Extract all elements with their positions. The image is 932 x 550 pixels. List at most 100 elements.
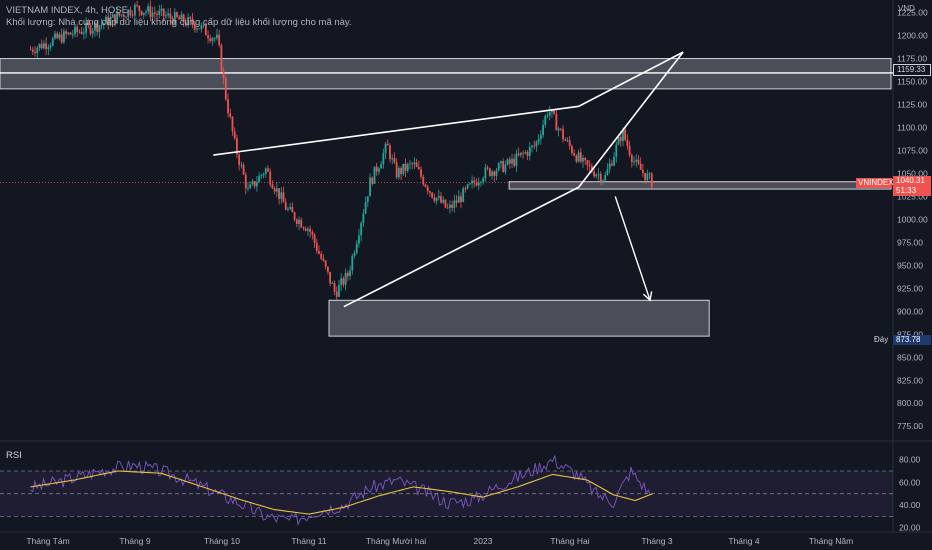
candle-body — [602, 180, 604, 182]
candle-body — [262, 173, 265, 175]
candle-body — [147, 6, 150, 12]
candle-body — [224, 78, 227, 100]
candle-body — [284, 202, 287, 210]
candle-body — [114, 14, 116, 23]
candle-body — [96, 23, 99, 32]
candle-body — [588, 164, 591, 167]
candle-body — [129, 9, 132, 16]
candle-body — [404, 163, 407, 171]
candle-body — [253, 181, 256, 187]
candle-body — [298, 219, 300, 225]
candle-body — [506, 159, 509, 165]
candle-body — [522, 152, 525, 154]
candle-body — [229, 113, 232, 117]
candle-body — [542, 124, 544, 136]
candle-body — [366, 196, 369, 203]
candle-body — [100, 24, 103, 26]
candle-body — [451, 204, 454, 208]
candle-body — [116, 12, 119, 23]
candle-body — [650, 173, 653, 188]
candle-body — [384, 143, 387, 154]
candle-body — [202, 24, 205, 26]
candle-body — [495, 170, 498, 176]
candle-body — [446, 207, 449, 209]
candle-body — [293, 212, 296, 220]
candle-body — [628, 145, 631, 155]
candle-body — [402, 163, 405, 174]
candle-body — [484, 167, 487, 179]
wedge-lower-trendline — [343, 51, 684, 308]
candle-body — [264, 168, 267, 174]
candle-body — [326, 266, 329, 272]
price-axis-tick-label: 925.00 — [897, 283, 923, 293]
candle-body — [149, 6, 152, 17]
candle-body — [619, 136, 622, 142]
candle-body — [340, 278, 343, 285]
candle-body — [213, 38, 216, 39]
candle-body — [464, 188, 467, 189]
candle-body — [413, 162, 416, 165]
candle-body — [140, 10, 143, 16]
candle-body — [448, 204, 451, 208]
candle-body — [227, 99, 229, 114]
candle-body — [138, 5, 141, 11]
candle-body — [302, 227, 305, 229]
candle-body — [637, 159, 640, 164]
price-axis-tick-label: 1000.00 — [897, 214, 928, 224]
candle-body — [127, 9, 130, 17]
candle-body — [573, 152, 576, 156]
candle-body — [515, 153, 518, 166]
candle-body — [566, 140, 569, 142]
candle-body — [184, 22, 187, 26]
candle-body — [409, 163, 411, 165]
candle-body — [613, 156, 615, 166]
candle-body — [493, 171, 496, 176]
candle-body — [524, 151, 527, 154]
candle-body — [62, 31, 65, 43]
candle-body — [158, 10, 161, 15]
candle-body — [426, 186, 429, 192]
candle-body — [176, 12, 178, 17]
time-axis-tick-label: Tháng 3 — [641, 536, 672, 546]
candle-body — [533, 145, 536, 147]
candle-body — [358, 235, 360, 244]
candle-body — [236, 138, 238, 155]
candle-body — [251, 181, 254, 185]
candle-body — [320, 253, 323, 259]
candle-body — [546, 115, 549, 117]
candle-body — [460, 196, 462, 202]
price-axis-tick-label: 900.00 — [897, 306, 923, 316]
candle-body — [504, 164, 507, 172]
candle-body — [267, 168, 269, 172]
candle-body — [437, 195, 440, 198]
candle-body — [65, 31, 67, 35]
candle-body — [375, 166, 378, 172]
candle-body — [196, 28, 198, 30]
candle-body — [597, 173, 600, 175]
candle-body — [304, 228, 307, 231]
candle-body — [353, 252, 356, 256]
rsi-label: RSI — [6, 450, 22, 461]
price-axis-tick-label: 1200.00 — [897, 31, 928, 41]
candle-body — [109, 17, 112, 26]
candle-body — [329, 271, 331, 284]
candle-body — [87, 22, 90, 26]
candle-body — [364, 202, 367, 214]
candle-body — [378, 168, 380, 172]
candle-body — [102, 23, 105, 25]
candle-body — [373, 166, 376, 184]
candle-body — [82, 32, 85, 34]
candle-body — [606, 169, 609, 175]
candle-body — [548, 112, 551, 116]
candle-body — [444, 199, 447, 208]
price-axis-tick-label: 1025.00 — [897, 191, 928, 201]
candle-body — [568, 140, 571, 147]
candle-body — [122, 14, 125, 17]
candle-body — [191, 18, 194, 25]
candle-body — [94, 23, 96, 31]
zone-price-tag: 1159.33 — [893, 64, 931, 76]
candle-body — [429, 191, 431, 193]
candle-body — [125, 16, 127, 18]
candle-body — [36, 47, 39, 54]
